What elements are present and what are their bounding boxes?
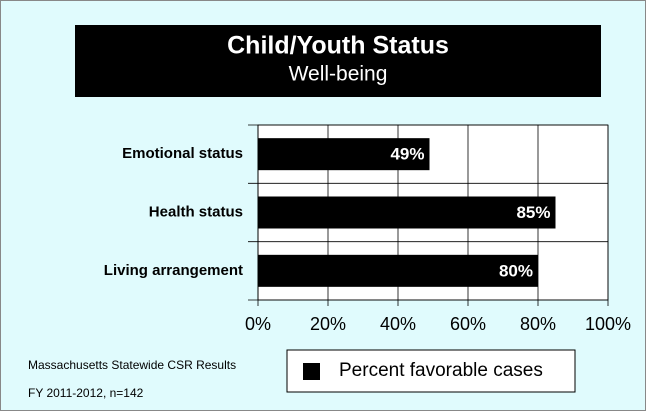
title-box	[75, 25, 601, 97]
x-tick-label: 100%	[585, 314, 631, 334]
chart-title: Child/Youth Status	[227, 32, 449, 60]
value-label: 80%	[499, 261, 533, 280]
x-tick-label: 20%	[310, 314, 346, 334]
x-tick-label: 60%	[450, 314, 486, 334]
bar	[258, 138, 430, 171]
chart-subtitle: Well-being	[289, 63, 388, 86]
plot: 0% 20% 40% 60% 80% 100% Emotional status 49% Hea…	[104, 124, 631, 334]
y-tick-label: Living arrangement	[104, 262, 243, 279]
x-tick-label: 80%	[520, 314, 556, 334]
x-tick-label: 40%	[380, 314, 416, 334]
note: Massachusetts Statewide CSR Results	[28, 358, 236, 372]
bar	[258, 254, 538, 287]
y-tick-label: Emotional status	[122, 145, 243, 162]
value-label: 85%	[516, 203, 550, 222]
note: FY 2011-2012, n=142	[28, 386, 144, 400]
y-tick-label: Health status	[149, 203, 243, 220]
legend-label: Percent favorable cases	[339, 360, 543, 381]
legend-swatch	[303, 363, 320, 380]
value-label: 49%	[390, 145, 424, 164]
legend	[286, 349, 576, 393]
x-tick-label: 0%	[245, 314, 271, 334]
bar	[258, 196, 556, 229]
